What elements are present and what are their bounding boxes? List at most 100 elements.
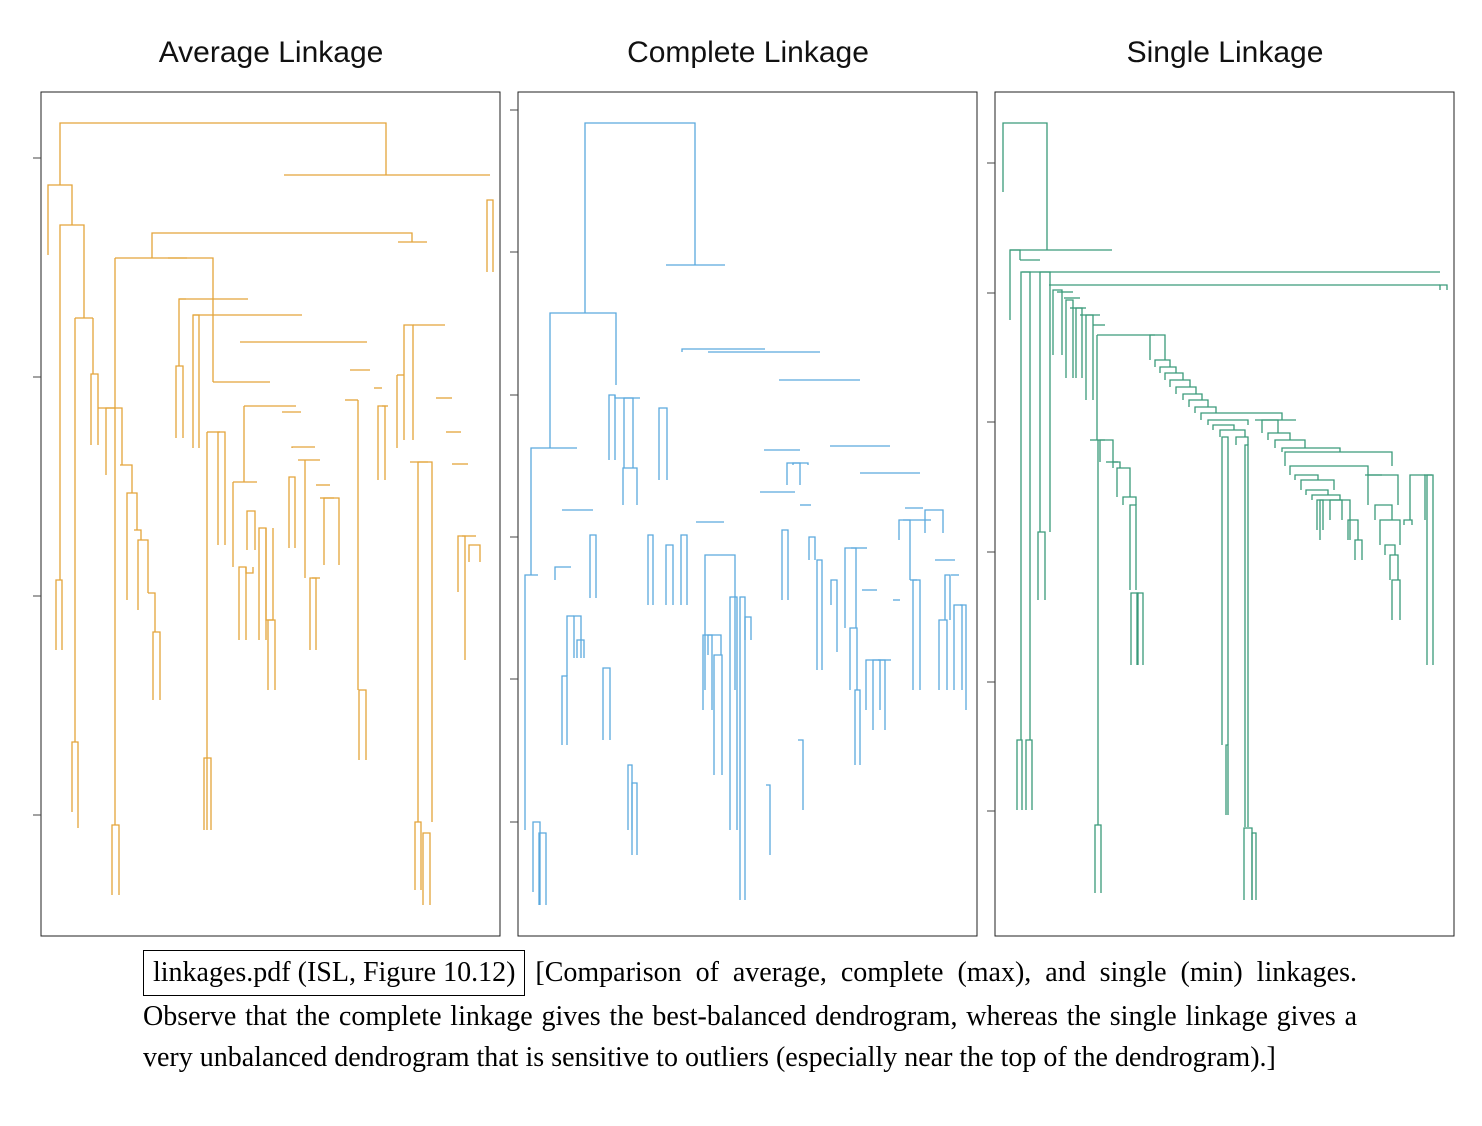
complete-linkage-link [561, 675, 568, 745]
average-linkage-link [148, 592, 156, 632]
single-linkage-link [1274, 439, 1306, 448]
single-linkage-link [1037, 531, 1046, 600]
single-linkage-link [1212, 424, 1235, 430]
average-linkage-link [245, 567, 254, 574]
complete-linkage-link [532, 821, 541, 905]
complete-linkage-link [602, 667, 611, 740]
single-linkage-link [1409, 474, 1426, 520]
complete-linkage-link [849, 627, 858, 690]
single-linkage-link [1182, 393, 1203, 400]
average-linkage-link [175, 365, 184, 438]
single-linkage-link [1219, 429, 1246, 437]
average-linkage-link [291, 446, 315, 448]
complete-linkage-link [898, 519, 911, 580]
complete-linkage-link [729, 596, 738, 830]
single-linkage-link [1403, 519, 1413, 525]
complete-linkage-link [960, 604, 967, 710]
complete-linkage-link [538, 832, 547, 905]
single-linkage-link [1175, 386, 1197, 394]
single-linkage-link [1002, 122, 1048, 250]
complete-linkage-link [739, 596, 746, 900]
complete-linkage-link [704, 554, 736, 690]
single-linkage-link [1194, 406, 1217, 413]
complete-linkage-link [622, 467, 638, 505]
average-linkage-link [457, 535, 466, 660]
complete-linkage-link [781, 529, 789, 600]
average-linkage-link [422, 832, 431, 905]
average-linkage-link [417, 461, 433, 822]
average-linkage-title: Average Linkage [158, 36, 384, 69]
average-linkage-link [90, 373, 99, 445]
average-linkage-link [265, 528, 274, 621]
caption-text: [Comparison of average, complete (max), … [143, 957, 1357, 1073]
average-linkage-link [414, 821, 422, 890]
complete-linkage-link [816, 559, 823, 670]
single-linkage-link [1243, 827, 1253, 900]
average-linkage-link [134, 529, 142, 540]
single-linkage-link [1016, 739, 1023, 810]
single-linkage-link [1164, 372, 1184, 380]
complete-linkage-link [530, 447, 577, 575]
single-linkage-link [1281, 447, 1341, 452]
single-linkage-link [1149, 334, 1166, 360]
complete-linkage-link [681, 348, 765, 352]
complete-linkage-link [589, 534, 597, 598]
single-linkage-link [1112, 461, 1121, 468]
dendrogram-figure [33, 91, 1455, 937]
single-linkage-link [1300, 479, 1335, 490]
single-linkage-link [1439, 284, 1448, 290]
single-linkage-link [1294, 474, 1319, 480]
complete-linkage-link [766, 784, 771, 855]
average-linkage-link [151, 232, 413, 258]
single-linkage-link [1347, 519, 1359, 540]
average-linkage-link [168, 257, 214, 265]
complete-linkage-link [647, 534, 654, 605]
single-linkage-link [1136, 592, 1144, 665]
average-linkage-link [47, 184, 73, 255]
complete-linkage-link [680, 534, 688, 605]
single-linkage-link [1122, 496, 1137, 505]
single-linkage-link [1200, 412, 1283, 420]
average-linkage-link [105, 407, 123, 475]
average-linkage-link [358, 689, 367, 760]
single-linkage-title: Single Linkage [1126, 36, 1324, 69]
single-linkage-link [1207, 419, 1249, 425]
average-linkage-link [137, 539, 149, 610]
average-linkage-link [217, 431, 226, 545]
single-linkage-dendrogram [987, 122, 1448, 900]
average-linkage-link [403, 324, 414, 440]
single-linkage-link [1235, 436, 1249, 445]
average-linkage-link [258, 527, 267, 640]
average-linkage-link [55, 579, 63, 650]
complete-linkage-link [549, 312, 617, 448]
complete-linkage-link [844, 547, 857, 628]
complete-linkage-link [573, 615, 582, 658]
complete-linkage-frame [517, 91, 978, 937]
single-linkage-link [1025, 739, 1033, 810]
complete-linkage-link [830, 579, 838, 652]
average-linkage-link [468, 544, 481, 562]
complete-linkage-title: Complete Linkage [627, 36, 869, 69]
complete-linkage-link [744, 616, 752, 640]
complete-linkage-link [623, 397, 634, 468]
single-linkage-link [1329, 499, 1343, 520]
single-linkage-link [1426, 474, 1434, 665]
single-linkage-link [1188, 399, 1209, 407]
single-linkage-link [1225, 744, 1229, 815]
single-linkage-link [1020, 271, 1031, 740]
single-linkage-link [1367, 474, 1399, 505]
average-linkage-link [309, 577, 317, 650]
complete-linkage-link [584, 122, 696, 313]
average-linkage-link [288, 476, 296, 548]
complete-linkage-link [854, 689, 861, 765]
single-linkage-link [1374, 504, 1393, 520]
single-linkage-link [1169, 379, 1191, 387]
single-linkage-link [1384, 544, 1396, 555]
average-linkage-link [178, 298, 186, 366]
single-linkage-link [1389, 554, 1399, 580]
complete-linkage-link [713, 654, 723, 775]
average-linkage-link [59, 224, 85, 580]
file-label: linkages.pdf (ISL, Figure 10.12) [143, 950, 526, 996]
average-linkage-link [203, 757, 212, 830]
single-linkage-link [1305, 489, 1329, 495]
